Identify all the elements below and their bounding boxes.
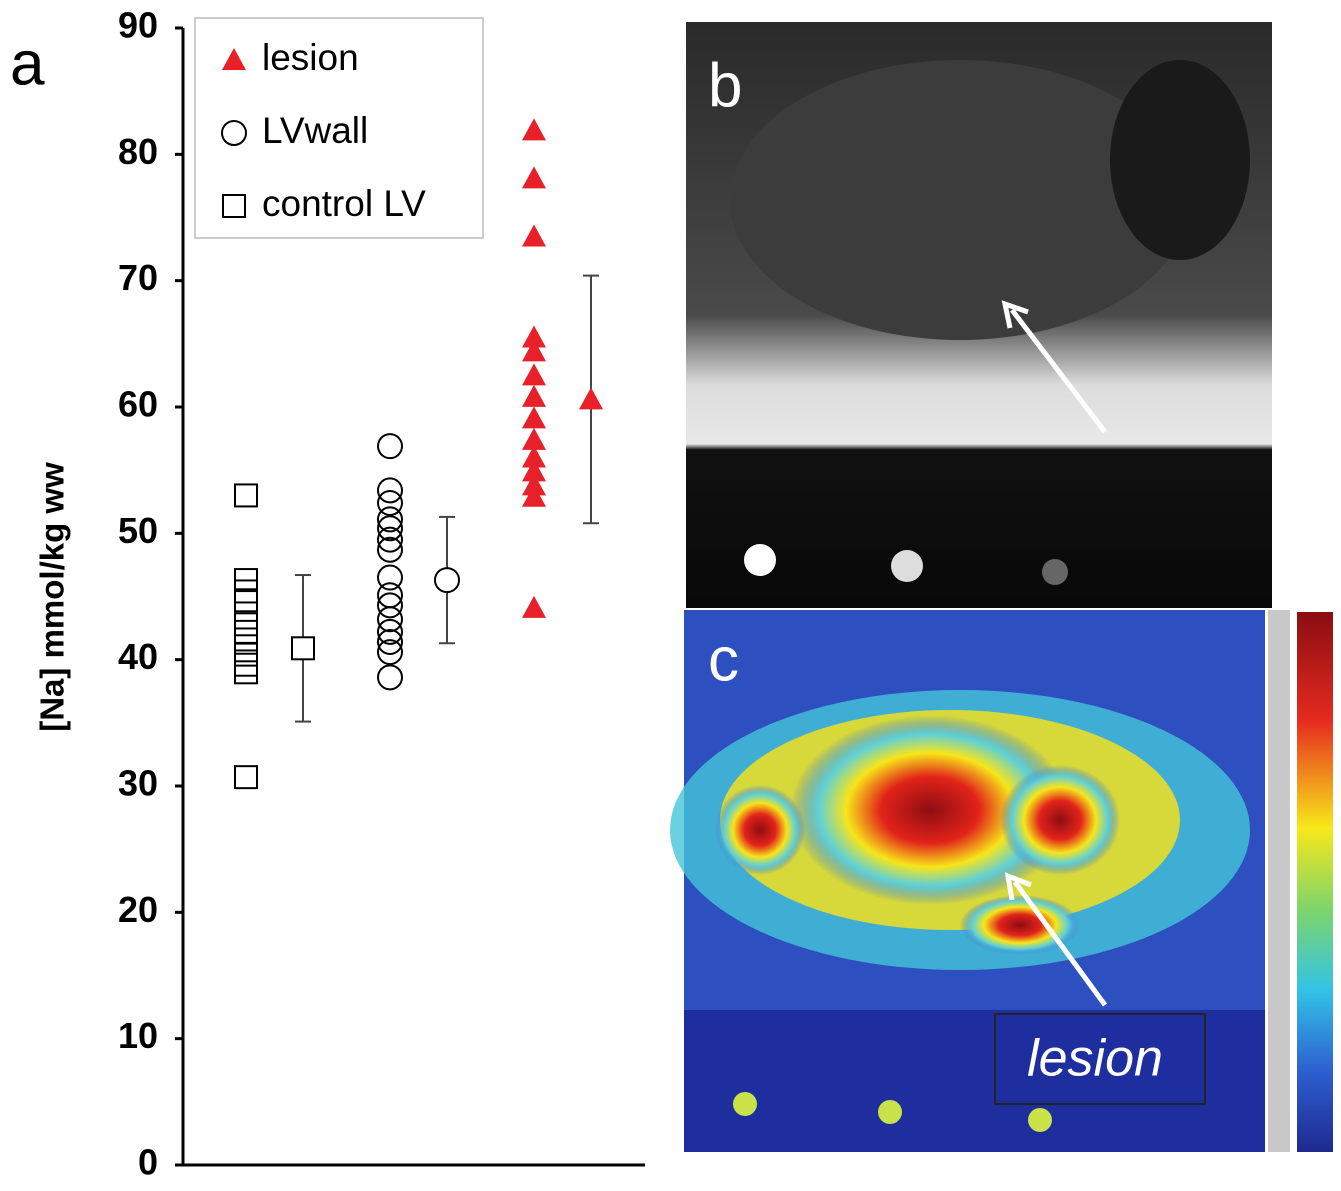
panel-label: c bbox=[708, 625, 739, 694]
marker bbox=[378, 593, 402, 617]
panel-label: a bbox=[10, 29, 45, 98]
y-tick-label: 20 bbox=[118, 889, 158, 930]
y-tick-label: 80 bbox=[118, 131, 158, 172]
marker bbox=[522, 363, 546, 385]
y-tick-label: 40 bbox=[118, 636, 158, 677]
y-tick-label: 10 bbox=[118, 1015, 158, 1056]
y-tick-label: 30 bbox=[118, 763, 158, 804]
y-tick-label: 60 bbox=[118, 384, 158, 425]
marker bbox=[522, 224, 546, 246]
marker bbox=[435, 568, 459, 592]
marker bbox=[522, 596, 546, 618]
marker bbox=[522, 406, 546, 428]
marker bbox=[579, 387, 603, 409]
marker bbox=[522, 118, 546, 140]
y-tick-label: 90 bbox=[118, 5, 158, 46]
panel-b bbox=[686, 22, 1272, 608]
panel-label: b bbox=[708, 51, 742, 120]
legend-label: control LV bbox=[262, 183, 426, 224]
marker bbox=[378, 583, 402, 607]
marker bbox=[235, 621, 257, 643]
marker bbox=[235, 613, 257, 635]
panel-c bbox=[670, 610, 1333, 1152]
marker bbox=[522, 485, 546, 507]
y-axis-label: [Na] mmol/kg ww bbox=[34, 462, 71, 732]
marker bbox=[235, 766, 257, 788]
y-tick-label: 50 bbox=[118, 510, 158, 551]
marker bbox=[522, 385, 546, 407]
marker bbox=[522, 166, 546, 188]
marker bbox=[235, 661, 257, 683]
marker bbox=[378, 434, 402, 458]
marker bbox=[378, 665, 402, 689]
y-tick-label: 0 bbox=[138, 1142, 158, 1183]
legend-label: lesion bbox=[262, 37, 359, 78]
marker bbox=[292, 637, 314, 659]
marker bbox=[235, 484, 257, 506]
figure: lesion a b c [Na] mmol/kg ww 0 10 20 30 40 50… bbox=[0, 0, 1341, 1186]
marker bbox=[378, 630, 402, 654]
annotation: lesion bbox=[1027, 1030, 1163, 1088]
legend-label: LVwall bbox=[262, 110, 368, 151]
marker bbox=[378, 538, 402, 562]
marker bbox=[235, 628, 257, 650]
y-tick-label: 70 bbox=[118, 257, 158, 298]
marker bbox=[235, 589, 257, 611]
